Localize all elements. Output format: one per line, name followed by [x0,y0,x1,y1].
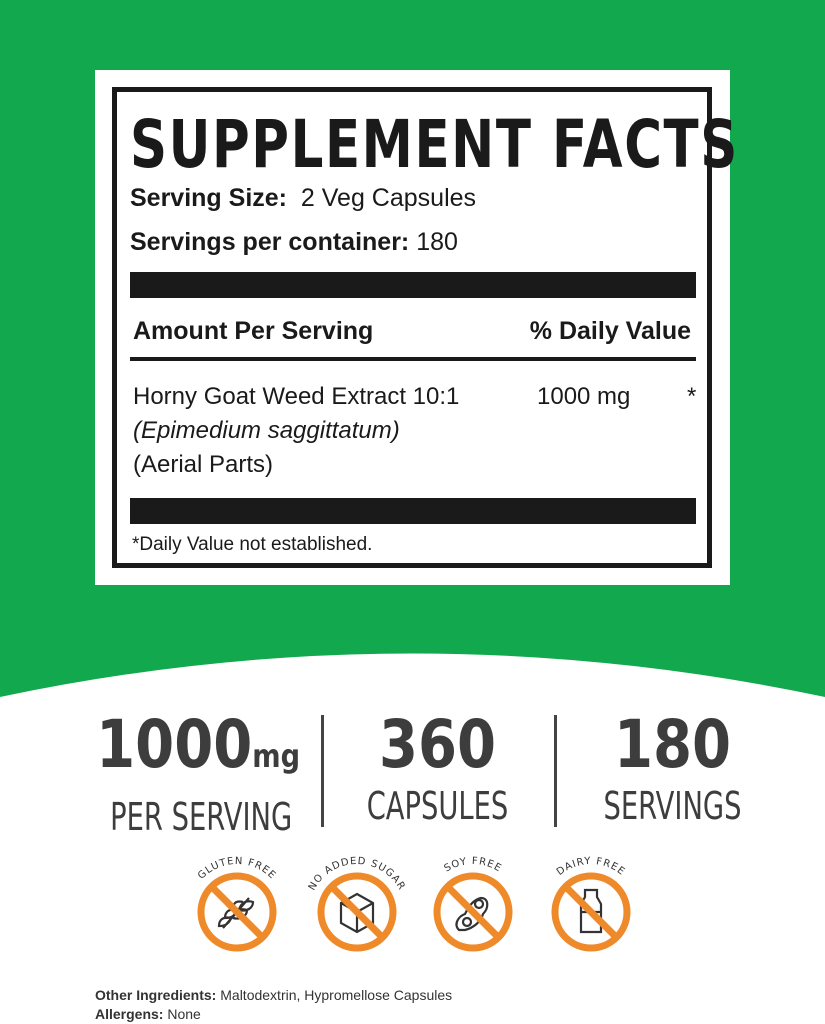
ingredient-amount: 1000 mg [537,383,631,410]
divider-bar [130,272,696,298]
badge-label: SOY FREE [442,856,503,875]
allergens: Allergens: None [95,1006,201,1022]
prohibited-circle-icon [317,872,397,952]
divider-line [130,357,696,361]
stat-divider [554,715,557,827]
ingredient-latin: (Epimedium saggittatum) [133,417,400,444]
badge-no-added-sugar: NO ADDED SUGAR [307,856,406,952]
serving-size: Serving Size: 2 Veg Capsules [130,184,477,212]
stat-capsules: 360 CAPSULES [366,706,509,828]
servings-per-container: Servings per container: 180 [130,228,458,256]
badge-gluten-free: GLUTEN FREE [196,856,277,952]
dv-header: % Daily Value [529,317,691,345]
badge-dairy-free: DAIRY FREE [551,856,631,952]
supplement-facts-box: SUPPLEMENT FACTS Serving Size: 2 Veg Cap… [112,87,737,568]
ingredient-part: (Aerial Parts) [133,451,274,478]
soybean-icon [455,896,489,932]
prohibited-circle-icon [551,872,631,952]
stat-per-serving: 1000mg PER SERVING [96,706,301,839]
ingredient-name: Horny Goat Weed Extract 10:1 [133,383,460,410]
badge-soy-free: SOY FREE [433,856,513,952]
prohibited-circle-icon [197,872,277,952]
supplement-facts-panel: SUPPLEMENT FACTS Serving Size: 2 Veg Cap… [95,70,737,585]
stat-servings: 180 SERVINGS [603,706,742,828]
ingredient-dv: * [687,383,697,410]
prohibited-slash-icon [329,884,385,940]
facts-title: SUPPLEMENT FACTS [130,106,739,183]
footnote: *Daily Value not established. [132,534,373,555]
prohibited-slash-icon [563,884,619,940]
prohibited-slash-icon [209,884,265,940]
amount-header: Amount Per Serving [133,317,374,345]
other-ingredients: Other Ingredients: Maltodextrin, Hyprome… [95,987,453,1003]
prohibited-circle-icon [433,872,513,952]
stat-divider [321,715,324,827]
free-from-badges: GLUTEN FREE NO ADDED SUGAR SOY FREE DAIR… [196,856,631,952]
divider-bar [130,498,696,524]
prohibited-slash-icon [445,884,501,940]
